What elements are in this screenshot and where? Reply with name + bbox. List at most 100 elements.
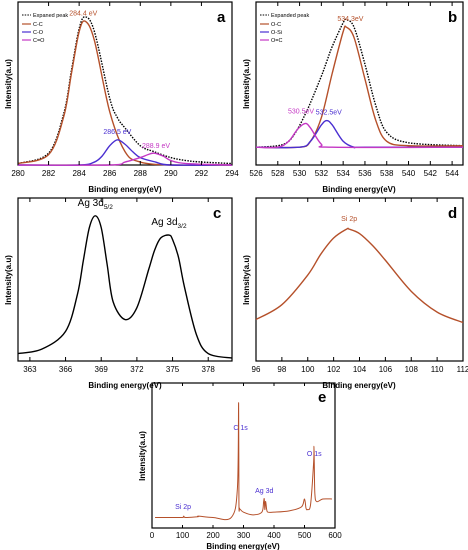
panel-b-xlabel: Binding energy(eV) (322, 185, 396, 194)
x-tick-label: 528 (271, 169, 285, 178)
panel-d: 96 98 100 102 104 106 108 110 112 Si 2p d Bindin… (242, 197, 468, 390)
legend-label-expanded-peak: Expanded peak (271, 13, 309, 19)
x-tick-label: 0 (150, 531, 155, 540)
x-tick-label: 375 (166, 365, 180, 374)
panel-e-ylabel: Intensity(a.u) (138, 431, 147, 481)
x-tick-label: 530 (293, 169, 307, 178)
peak-label-text: C 1s (233, 425, 248, 432)
panel-b-ylabel: Intensity(a.u) (242, 59, 251, 109)
x-tick-label: 532 (315, 169, 329, 178)
x-tick-label: 534 (336, 169, 350, 178)
x-tick-label: 100 (301, 365, 315, 374)
peak-label: Ag 3d5/2 (78, 198, 114, 211)
series-line-o-c (255, 122, 464, 149)
peak-label-text: Ag 3d (151, 217, 177, 228)
panel-d-ylabel: Intensity(a.u) (242, 255, 251, 305)
x-tick-label: 366 (59, 365, 73, 374)
panel-e-ticks: 0 100 200 300 400 500 600 (150, 383, 342, 540)
peak-label-subscript: 3/2 (178, 223, 187, 230)
x-tick-label: 112 (457, 365, 468, 374)
x-tick-label: 102 (327, 365, 341, 374)
panel-d-xlabel: Binding energy(eV) (322, 381, 396, 390)
series-line-c-o (17, 152, 233, 166)
x-tick-label: 400 (267, 531, 281, 540)
panel-c-ylabel: Intensity(a.u) (4, 255, 13, 305)
x-tick-label: 544 (445, 169, 459, 178)
panel-e: 0 100 200 300 400 500 600 C 1s Ag 3d O 1s Si 2p e… (138, 382, 342, 550)
panel-b-annotations: 534.3eV 530.5eV 532.5eV (288, 16, 364, 116)
legend-label-o-c: O-C (271, 22, 281, 28)
peak-label-text: O 1s (307, 451, 322, 458)
panel-c-ticks: 363 366 369 372 375 378 (23, 198, 215, 374)
panel-b-letter: b (448, 9, 457, 26)
panel-c-annotations: Ag 3d5/2Ag 3d3/2 (78, 198, 187, 230)
panel-a: 280 282 284 286 288 290 292 294 284.4 eV 286.5 e… (4, 1, 239, 194)
panel-a-letter: a (217, 9, 226, 26)
legend-label-c-o: C-O (33, 30, 44, 36)
peak-label: 532.5eV (316, 110, 342, 117)
panel-c-letter: c (213, 205, 221, 222)
panel-d-curves (255, 227, 464, 324)
legend-label-c-double-o: C=O (33, 38, 45, 44)
panel-e-xlabel: Binding energy(eV) (206, 542, 280, 550)
peak-label: Si 2p (341, 216, 357, 223)
panel-a-ylabel: Intensity(a.u) (4, 59, 13, 109)
panel-d-frame (255, 197, 464, 362)
panel-c-xlabel: Binding energy(eV) (88, 381, 162, 390)
x-tick-label: 108 (405, 365, 419, 374)
peak-label-text: Ag 3d (78, 198, 104, 209)
panel-b-legend: Expanded peak O-C O-Si O=C (260, 13, 309, 44)
panel-e-letter: e (318, 389, 326, 406)
peak-label-text: 534.3eV (337, 16, 363, 23)
panel-b-frame (255, 1, 464, 166)
panel-a-ticks: 280 282 284 286 288 290 292 294 (11, 2, 239, 178)
peak-label-text: 286.5 eV (103, 129, 131, 136)
panel-a-curves (17, 16, 233, 166)
x-tick-label: 100 (176, 531, 190, 540)
peak-label: 530.5eV (288, 109, 314, 116)
x-tick-label: 369 (95, 365, 109, 374)
x-tick-label: 200 (206, 531, 220, 540)
series-line-o-si (255, 119, 463, 149)
peak-label-text: Si 2p (175, 504, 191, 511)
panel-d-letter: d (448, 205, 457, 222)
x-tick-label: 536 (358, 169, 372, 178)
x-tick-label: 372 (130, 365, 144, 374)
series-line-panel-e (155, 402, 332, 521)
x-tick-label: 280 (11, 169, 25, 178)
series-line-expaned-peak (17, 16, 233, 165)
peak-label-text: Si 2p (341, 216, 357, 223)
peak-label: Ag 3d3/2 (151, 217, 187, 230)
peak-label: Ag 3d (255, 488, 273, 495)
peak-label-subscript: 5/2 (104, 204, 113, 211)
peak-label: 286.5 eV (103, 129, 131, 136)
peak-label: 534.3eV (337, 16, 363, 23)
panel-c-frame (17, 197, 233, 362)
panel-d-ticks: 96 98 100 102 104 106 108 110 112 (252, 198, 468, 374)
peak-label-text: 530.5eV (288, 109, 314, 116)
peak-label-text: 284.4 eV (69, 10, 97, 17)
x-tick-label: 600 (328, 531, 342, 540)
panel-c-curves (17, 215, 233, 359)
peak-label: C 1s (233, 425, 248, 432)
x-tick-label: 96 (252, 365, 261, 374)
panel-e-curves (155, 402, 332, 521)
legend-label-expanded-peak: Expaned peak (33, 13, 68, 19)
panel-a-frame (17, 1, 233, 166)
x-tick-label: 106 (379, 365, 393, 374)
x-tick-label: 378 (202, 365, 216, 374)
x-tick-label: 300 (237, 531, 251, 540)
peak-label: 284.4 eV (69, 10, 97, 17)
legend-label-o-si: O-Si (271, 30, 282, 36)
x-tick-label: 526 (249, 169, 263, 178)
series-line-c-o (17, 139, 233, 166)
series-line-panel-c (17, 215, 233, 359)
panel-a-xlabel: Binding energy(eV) (88, 185, 162, 194)
x-tick-label: 98 (277, 365, 286, 374)
x-tick-label: 104 (353, 365, 367, 374)
panel-b: 526 528 530 532 534 536 538 540 542 544 534.3eV53… (242, 1, 464, 194)
x-tick-label: 538 (380, 169, 394, 178)
x-tick-label: 110 (431, 365, 444, 374)
x-tick-label: 288 (134, 169, 148, 178)
peak-label: Si 2p (175, 504, 191, 511)
